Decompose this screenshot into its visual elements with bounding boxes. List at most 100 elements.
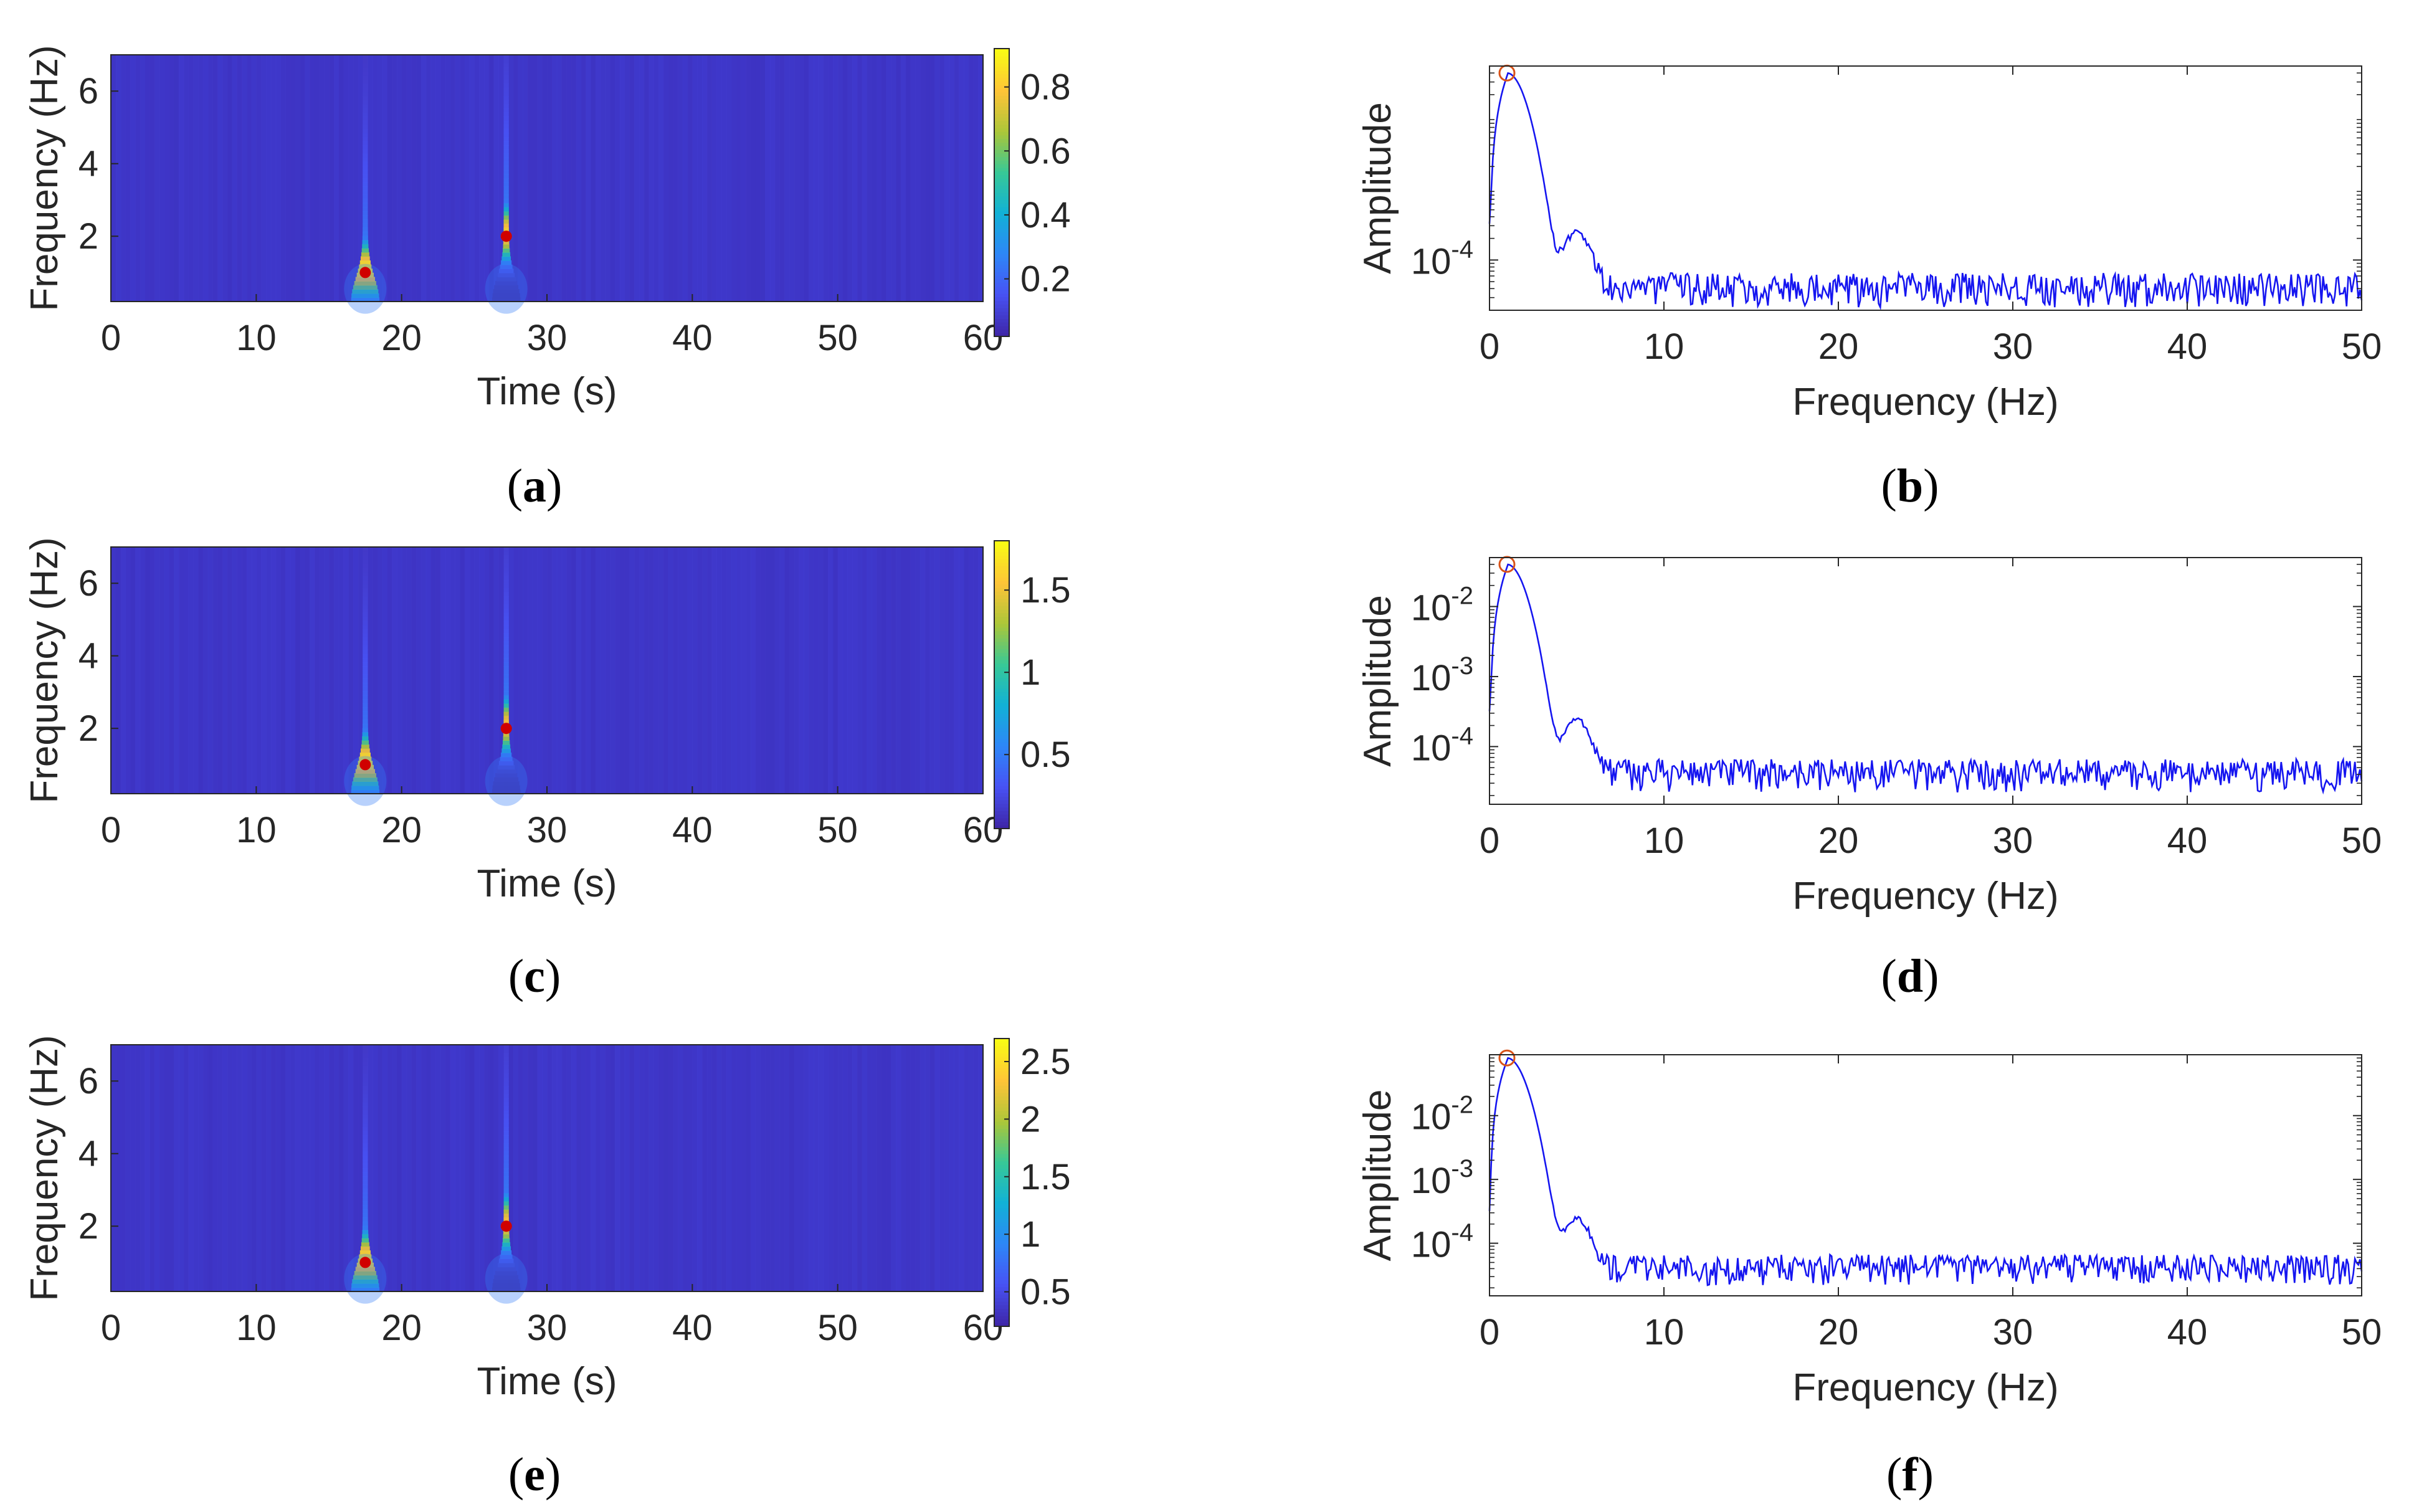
burst-cell xyxy=(352,289,379,294)
heatmap-cell xyxy=(464,1045,470,1291)
panel-caption: (f) xyxy=(1886,1448,1934,1501)
heatmap-cell xyxy=(202,547,209,794)
heatmap-cell xyxy=(479,1045,485,1291)
burst-cell xyxy=(351,297,380,302)
colorbar-cell xyxy=(994,1056,1009,1061)
heatmap-cell xyxy=(111,1045,116,1291)
colorbar-cell xyxy=(994,606,1009,610)
heatmap-cell xyxy=(314,55,320,302)
heatmap-cell xyxy=(237,55,242,302)
heatmap-cell xyxy=(591,547,596,794)
colorbar-cell xyxy=(994,634,1009,639)
heatmap-cell xyxy=(261,55,267,302)
y-tick-base: 10 xyxy=(1411,588,1452,629)
heatmap-cell xyxy=(333,1045,340,1291)
heatmap-cell xyxy=(687,1045,693,1291)
burst-cell xyxy=(362,732,369,737)
colorbar-cell xyxy=(994,756,1009,761)
heatmap-cell xyxy=(837,547,843,794)
heatmap-cell xyxy=(595,547,601,794)
burst-cell xyxy=(361,740,369,745)
heatmap-cell xyxy=(653,55,659,302)
burst-cell xyxy=(495,1271,518,1276)
colorbar-cell xyxy=(994,1294,1009,1298)
colorbar-cell xyxy=(994,1063,1009,1068)
heatmap-cell xyxy=(809,1045,814,1291)
burst-cell xyxy=(503,715,509,720)
burst-cell xyxy=(363,55,368,60)
colorbar-cell xyxy=(994,250,1009,254)
burst-cell xyxy=(503,92,509,97)
burst-cell xyxy=(363,1057,368,1062)
heatmap-cell xyxy=(634,1045,640,1291)
burst-cell xyxy=(503,720,509,725)
colorbar-cell xyxy=(994,630,1009,635)
heatmap-cell xyxy=(329,547,335,794)
colorbar-cell xyxy=(994,551,1009,556)
heatmap-cell xyxy=(706,1045,713,1291)
heatmap-cell xyxy=(232,55,237,302)
heatmap-cell xyxy=(755,55,761,302)
colorbar-cell xyxy=(994,1124,1009,1129)
heatmap-cell xyxy=(924,55,931,302)
burst-cell xyxy=(503,674,509,679)
colorbar-cell xyxy=(994,55,1009,60)
colorbar-cell xyxy=(994,1128,1009,1133)
burst-cell xyxy=(493,781,520,786)
heatmap-cell xyxy=(300,1045,305,1291)
heatmap-cell xyxy=(678,1045,683,1291)
x-tick-label: 20 xyxy=(381,318,422,358)
burst-cell xyxy=(363,1065,368,1070)
burst-cell xyxy=(363,108,368,113)
heatmap-cell xyxy=(586,547,591,794)
burst-cell xyxy=(503,609,509,614)
colorbar-cell xyxy=(994,738,1009,743)
colorbar-cell xyxy=(994,569,1009,574)
burst-cell xyxy=(363,79,368,84)
burst-cell xyxy=(363,1086,368,1091)
heatmap-background xyxy=(111,547,983,794)
heatmap-cell xyxy=(145,55,150,302)
burst-cell xyxy=(503,625,509,630)
colorbar-cell xyxy=(994,1222,1009,1227)
heatmap-cell xyxy=(329,1045,335,1291)
colorbar-cell xyxy=(994,1254,1009,1259)
y-tick-label: 10-4 xyxy=(1411,1219,1473,1265)
burst-cell xyxy=(501,260,512,265)
heatmap-cell xyxy=(939,55,945,302)
heatmap-cell xyxy=(755,1045,761,1291)
heatmap-cell xyxy=(256,1045,262,1291)
heatmap-cell xyxy=(217,1045,223,1291)
heatmap-cell xyxy=(300,547,305,794)
burst-cell xyxy=(503,215,509,220)
heatmap-cell xyxy=(934,1045,940,1291)
heatmap-cell xyxy=(227,547,233,794)
heatmap-cell xyxy=(483,547,490,794)
heatmap-cell xyxy=(581,55,586,302)
heatmap-cell xyxy=(910,547,916,794)
colorbar-cell xyxy=(994,584,1009,588)
burst-cell xyxy=(503,666,509,671)
burst-cell xyxy=(503,1213,509,1218)
heatmap-cell xyxy=(140,55,146,302)
burst-cell xyxy=(363,227,368,232)
burst-cell xyxy=(494,1275,519,1280)
heatmap-cell xyxy=(905,547,911,794)
heatmap-cell xyxy=(701,547,708,794)
heatmap-cell xyxy=(769,55,776,302)
colorbar-cell xyxy=(994,171,1009,175)
burst-cell xyxy=(503,137,509,142)
heatmap-cell xyxy=(697,547,703,794)
burst-cell xyxy=(503,1086,509,1091)
colorbar-cell xyxy=(994,548,1009,553)
heatmap-cell xyxy=(193,55,199,302)
heatmap-cell xyxy=(479,55,485,302)
colorbar-cell xyxy=(994,210,1009,215)
heatmap-cell xyxy=(295,1045,301,1291)
heatmap-cell xyxy=(963,547,969,794)
colorbar-cell xyxy=(994,663,1009,667)
caption-paren-open: ( xyxy=(507,460,523,512)
heatmap-cell xyxy=(120,547,126,794)
colorbar-cell xyxy=(994,720,1009,725)
